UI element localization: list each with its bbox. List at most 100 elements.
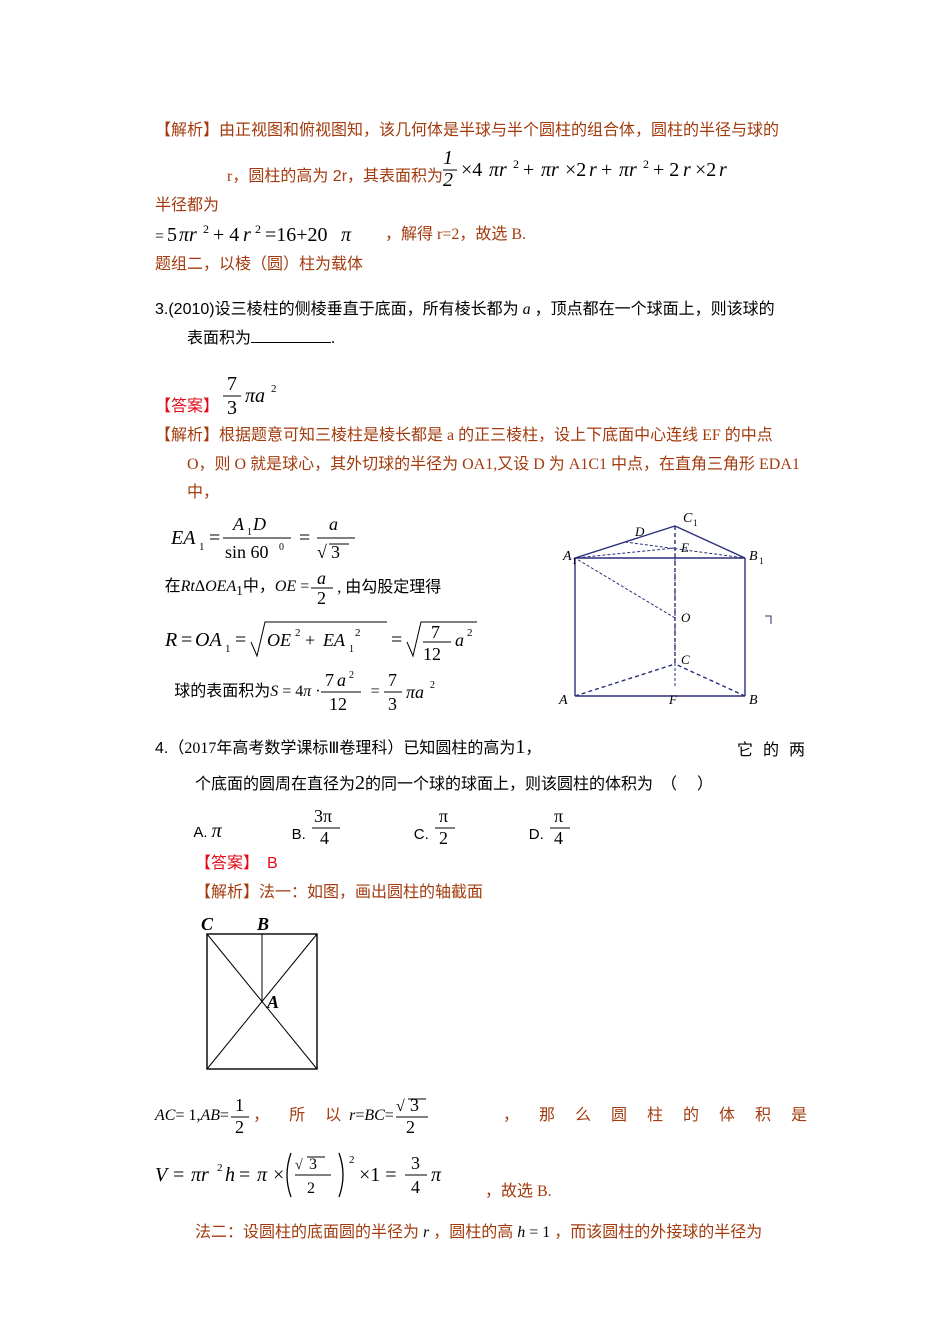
q3-answer-formula: 7 3 πa 2: [219, 374, 279, 420]
q4-calc-line: AC = 1, AB = 12 ， 所 以 r = BC = √ 3 2 ， 那…: [155, 1093, 815, 1139]
svg-text:πr: πr: [191, 1164, 209, 1186]
svg-text:a: a: [455, 630, 464, 650]
q3-s-formula: 球的表面积为S = 4π · 7 a 2 12 = 7 3 πa 2: [155, 670, 535, 714]
svg-text:+ 2: + 2: [653, 159, 679, 181]
q4-analysis-intro: 【解析】法一：如图，画出圆柱的轴截面: [155, 879, 815, 906]
svg-text:2: 2: [255, 223, 261, 236]
svg-text:7: 7: [431, 622, 440, 642]
q4-answer: 【答案】 B: [155, 850, 815, 877]
svg-text:B: B: [749, 549, 758, 564]
svg-text:OE: OE: [267, 630, 291, 650]
svg-text:3: 3: [410, 1095, 419, 1115]
svg-text:2: 2: [430, 680, 435, 691]
svg-text:πa: πa: [406, 682, 424, 702]
q4-vol-suffix: ，故选 B.: [485, 1178, 552, 1205]
q4-options: A.π B. 3π4 C. π2 D. π4: [155, 806, 815, 848]
q4-option-b: B. 3π4: [292, 806, 344, 848]
svg-text:×2: ×2: [565, 159, 586, 181]
prism-diagram: A1 B1 C1 D E O A B C F: [535, 508, 815, 728]
svg-text:D: D: [252, 514, 266, 534]
svg-text:2: 2: [203, 223, 209, 236]
svg-text:1: 1: [349, 644, 354, 655]
svg-text:πr: πr: [489, 159, 507, 181]
svg-text:4: 4: [320, 828, 329, 848]
svg-text:A: A: [558, 693, 568, 708]
svg-text:C: C: [201, 914, 214, 934]
analysis-line-2a: r，圆柱的高为 2r，其表面积为: [155, 163, 443, 190]
q3-rt-line: 在RtΔOEA1中，OE = a 2 , 由勾股定理得: [155, 568, 535, 608]
svg-text:A: A: [562, 549, 572, 564]
q4-method2: 法二：设圆柱的底面圆的半径为 r ，圆柱的高 h = 1 ，而该圆柱的外接球的半…: [155, 1219, 815, 1246]
svg-text:7: 7: [388, 670, 397, 690]
svg-text:a: a: [329, 514, 338, 534]
svg-text:2: 2: [307, 1180, 315, 1197]
svg-text:A: A: [232, 514, 245, 534]
svg-text:3: 3: [411, 1153, 420, 1173]
svg-text:F: F: [668, 692, 678, 707]
svg-text:V: V: [155, 1164, 170, 1186]
svg-text:2: 2: [235, 1117, 244, 1137]
q4-option-a: A.π: [193, 814, 221, 848]
svg-text:0: 0: [279, 542, 284, 553]
svg-text:=: =: [173, 1164, 184, 1186]
q3-ea1-formula: EA 1 = A 1 D sin 60 0 = a √ 3: [155, 510, 535, 566]
svg-text:A: A: [266, 992, 279, 1012]
svg-text:πr: πr: [619, 159, 637, 181]
svg-text:2: 2: [355, 627, 361, 639]
svg-text:r: r: [243, 224, 251, 246]
svg-text:=: =: [155, 228, 164, 245]
svg-text:×4: ×4: [461, 159, 482, 181]
q4-stem-2: 个底面的圆周在直径为2的同一个球的球面上，则该圆柱的体积为 （ ）: [155, 766, 815, 800]
svg-text:1: 1: [199, 541, 205, 553]
svg-text:3π: 3π: [314, 806, 332, 826]
svg-text:r: r: [589, 159, 597, 181]
svg-text:+ 4: + 4: [213, 224, 239, 246]
svg-text:12: 12: [329, 694, 347, 714]
svg-text:r: r: [719, 159, 727, 181]
q3-subfigure: EA 1 = A 1 D sin 60 0 = a √ 3: [155, 508, 815, 728]
group-2-heading: 题组二，以棱（圆）柱为载体: [155, 251, 815, 278]
solve-r-suffix: ，解得 r=2，故选 B.: [385, 221, 526, 248]
svg-text:EA: EA: [322, 630, 346, 650]
q4-option-c: C. π2: [414, 806, 459, 848]
svg-text:π: π: [439, 806, 448, 826]
svg-text:2: 2: [443, 169, 453, 190]
svg-text:a: a: [317, 568, 326, 588]
svg-text:=: =: [391, 629, 402, 651]
svg-text:r: r: [683, 159, 691, 181]
svg-text:B: B: [749, 693, 758, 708]
svg-text:12: 12: [423, 644, 441, 664]
svg-text:π: π: [257, 1164, 268, 1186]
svg-text:a: a: [337, 670, 346, 690]
svg-text:2: 2: [271, 383, 277, 395]
q3-analysis-1: 【解析】根据题意可知三棱柱是棱长都是 a 的正三棱柱，设上下底面中心连线 EF …: [155, 422, 815, 449]
svg-text:EA: EA: [171, 527, 196, 549]
svg-text:1: 1: [247, 527, 252, 538]
svg-text:2: 2: [406, 1117, 415, 1137]
svg-text:1: 1: [443, 147, 453, 169]
svg-text:7: 7: [325, 670, 334, 690]
svg-text:3: 3: [331, 542, 340, 562]
svg-text:C: C: [681, 652, 690, 667]
svg-text:=: =: [299, 527, 310, 549]
solve-r-formula: = 5 πr 2 + 4 r 2 =16+20 π: [155, 223, 385, 249]
svg-text:2: 2: [217, 1162, 223, 1174]
svg-text:2: 2: [295, 627, 301, 639]
svg-text:2: 2: [439, 828, 448, 848]
page: 【解析】由正视图和俯视图知，该几何体是半球与半个圆柱的组合体，圆柱的半径与球的 …: [0, 0, 950, 1344]
svg-text:=: =: [181, 629, 192, 651]
svg-text:2: 2: [513, 157, 519, 171]
svg-text:7: 7: [227, 374, 237, 395]
svg-text:+: +: [601, 159, 612, 181]
svg-text:π: π: [341, 224, 352, 246]
svg-text:+: +: [523, 159, 534, 181]
q4-axial-diagram: C B A: [155, 914, 815, 1079]
svg-text:2: 2: [349, 1154, 355, 1166]
svg-text:π: π: [431, 1164, 442, 1186]
svg-text:h: h: [225, 1164, 235, 1186]
svg-text:3: 3: [227, 397, 237, 419]
q3-stem-2: 表面积为.: [155, 325, 815, 352]
svg-text:1: 1: [759, 556, 764, 566]
svg-text:=16+20: =16+20: [265, 224, 328, 246]
svg-text:C: C: [683, 511, 693, 526]
